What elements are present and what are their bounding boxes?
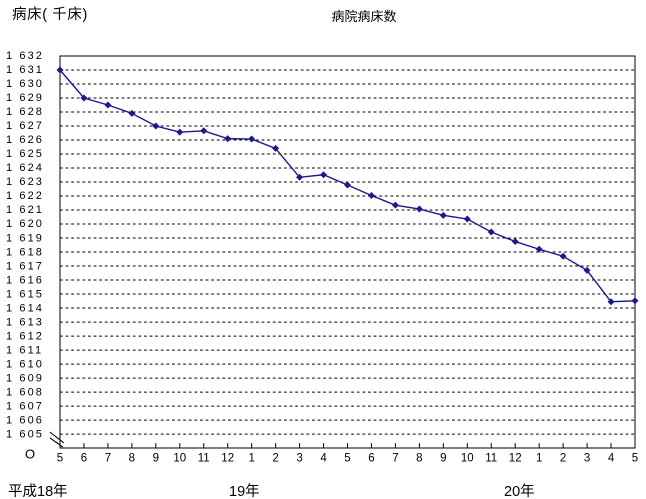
svg-text:10: 10 <box>461 453 474 465</box>
svg-text:1 617: 1 617 <box>6 260 44 272</box>
svg-text:3: 3 <box>584 453 590 465</box>
svg-text:1 623: 1 623 <box>6 176 44 188</box>
svg-text:5: 5 <box>344 453 350 465</box>
svg-text:1 619: 1 619 <box>6 232 44 244</box>
svg-text:9: 9 <box>153 453 159 465</box>
svg-text:1 606: 1 606 <box>6 414 44 426</box>
svg-text:1 611: 1 611 <box>6 344 43 356</box>
svg-text:病床( 千床): 病床( 千床) <box>12 6 88 23</box>
svg-text:1 605: 1 605 <box>6 428 44 440</box>
svg-text:2: 2 <box>272 453 278 465</box>
svg-text:1 627: 1 627 <box>6 120 44 132</box>
svg-text:1 630: 1 630 <box>6 78 44 90</box>
svg-text:10: 10 <box>173 453 186 465</box>
svg-text:平成18年: 平成18年 <box>8 483 68 499</box>
svg-text:1 613: 1 613 <box>6 316 44 328</box>
svg-text:11: 11 <box>485 453 497 465</box>
svg-text:8: 8 <box>129 453 135 465</box>
svg-text:11: 11 <box>198 453 210 465</box>
svg-text:1 618: 1 618 <box>6 246 44 258</box>
svg-text:6: 6 <box>368 453 374 465</box>
svg-text:1 607: 1 607 <box>6 400 44 412</box>
svg-text:1 612: 1 612 <box>6 330 44 342</box>
svg-text:1 631: 1 631 <box>6 64 44 76</box>
svg-text:20年: 20年 <box>504 483 535 499</box>
svg-text:12: 12 <box>221 453 234 465</box>
svg-text:7: 7 <box>392 453 398 465</box>
svg-text:1 610: 1 610 <box>6 358 44 370</box>
svg-text:4: 4 <box>608 453 615 465</box>
svg-text:1 626: 1 626 <box>6 134 44 146</box>
svg-text:1 629: 1 629 <box>6 92 44 104</box>
svg-text:O: O <box>25 447 35 462</box>
svg-text:1: 1 <box>248 453 254 465</box>
svg-text:9: 9 <box>440 453 446 465</box>
svg-text:1: 1 <box>536 453 542 465</box>
svg-text:19年: 19年 <box>229 483 260 499</box>
svg-text:2: 2 <box>560 453 566 465</box>
svg-text:1 620: 1 620 <box>6 218 44 230</box>
svg-text:1 624: 1 624 <box>6 162 44 174</box>
svg-text:4: 4 <box>320 453 327 465</box>
svg-text:8: 8 <box>416 453 422 465</box>
svg-text:1 632: 1 632 <box>6 50 44 62</box>
svg-text:5: 5 <box>57 453 63 465</box>
svg-text:12: 12 <box>509 453 522 465</box>
svg-text:1 614: 1 614 <box>6 302 44 314</box>
svg-text:1 616: 1 616 <box>6 274 44 286</box>
svg-text:1 628: 1 628 <box>6 106 44 118</box>
svg-text:1 608: 1 608 <box>6 386 44 398</box>
svg-text:1 622: 1 622 <box>6 190 44 202</box>
svg-text:5: 5 <box>632 453 638 465</box>
svg-text:7: 7 <box>105 453 111 465</box>
svg-text:1 609: 1 609 <box>6 372 44 384</box>
svg-text:1 625: 1 625 <box>6 148 44 160</box>
svg-text:1 621: 1 621 <box>6 204 44 216</box>
svg-text:6: 6 <box>81 453 87 465</box>
svg-text:1 615: 1 615 <box>6 288 44 300</box>
svg-text:病院病床数: 病院病床数 <box>331 9 396 24</box>
svg-text:3: 3 <box>296 453 302 465</box>
